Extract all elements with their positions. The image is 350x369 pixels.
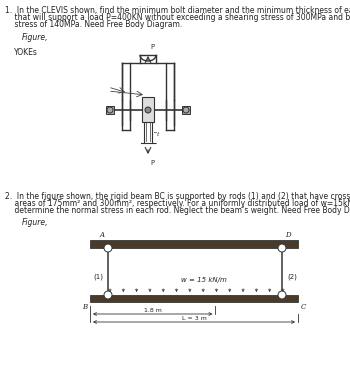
Text: L = 3 m: L = 3 m (182, 316, 206, 321)
Circle shape (104, 291, 112, 299)
Bar (90, 295, 298, 302)
Text: (1): (1) (93, 273, 103, 280)
Text: (2): (2) (287, 273, 297, 280)
Text: 1.  In the CLEVIS shown, find the minimum bolt diameter and the minimum thicknes: 1. In the CLEVIS shown, find the minimum… (5, 6, 350, 15)
Circle shape (278, 291, 286, 299)
Bar (90, 240, 298, 248)
Bar (142, 97, 154, 122)
Text: t: t (157, 132, 160, 138)
Text: YOKEs: YOKEs (14, 48, 38, 57)
Text: that will support a load P=400KN without exceeding a shearing stress of 300MPa a: that will support a load P=400KN without… (5, 13, 350, 22)
Circle shape (104, 244, 112, 252)
Text: 1.8 m: 1.8 m (144, 308, 162, 313)
Text: D: D (285, 231, 290, 239)
Text: determine the normal stress in each rod. Neglect the beam’s weight. Need Free Bo: determine the normal stress in each rod.… (5, 206, 350, 215)
Text: P: P (150, 160, 154, 166)
Text: C: C (301, 303, 306, 311)
Text: w = 15 kN/m: w = 15 kN/m (181, 277, 227, 283)
Text: areas of 175mm² and 300mm², respectively. For a uniformly distributed load of w=: areas of 175mm² and 300mm², respectively… (5, 199, 350, 208)
Bar (182, 106, 190, 114)
Circle shape (145, 107, 151, 113)
Text: A: A (100, 231, 105, 239)
Text: Figure,: Figure, (22, 218, 49, 227)
Text: 2.  In the figure shown, the rigid beam BC is supported by rods (1) and (2) that: 2. In the figure shown, the rigid beam B… (5, 192, 350, 201)
Bar (106, 106, 114, 114)
Text: P: P (150, 44, 154, 50)
Text: B: B (82, 303, 87, 311)
Circle shape (278, 244, 286, 252)
Text: stress of 140MPa. Need Free Body Diagram.: stress of 140MPa. Need Free Body Diagram… (5, 20, 182, 29)
Text: Figure,: Figure, (22, 33, 49, 42)
